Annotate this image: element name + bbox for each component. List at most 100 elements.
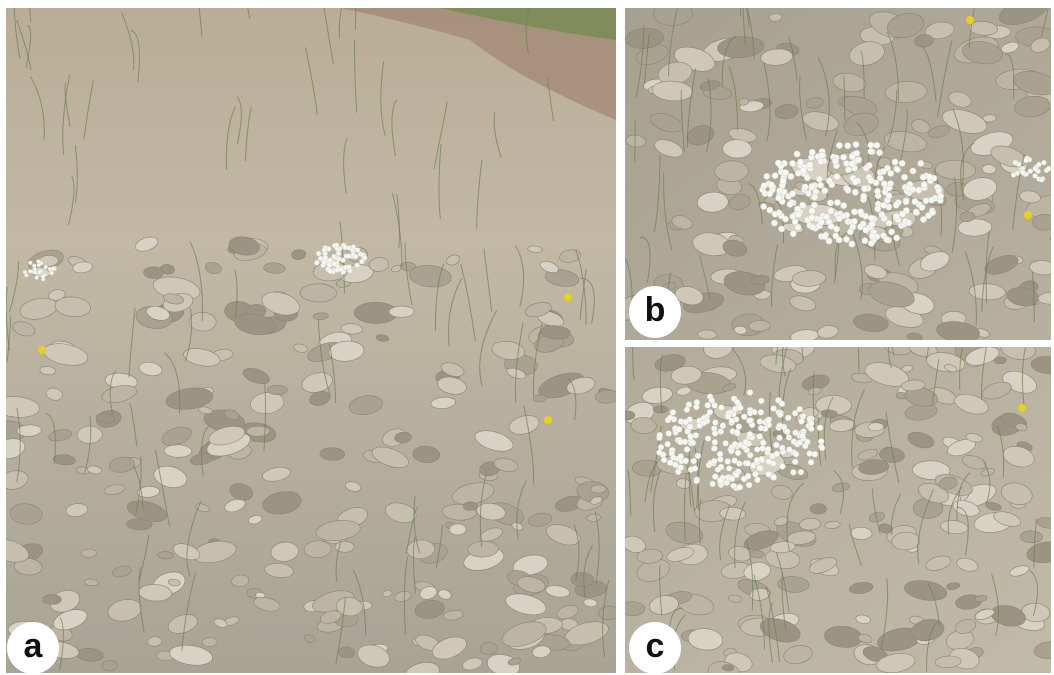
flower [37,263,41,267]
flower [808,459,814,465]
flower [887,180,893,186]
flower [868,240,874,246]
flower [812,451,818,457]
flower [888,229,894,235]
flower [916,187,922,193]
flower [694,478,700,484]
flower [863,227,869,233]
flower [937,193,943,199]
flower [771,220,777,226]
flower [845,187,851,193]
flower [737,484,743,490]
flower [675,469,681,475]
flower [817,425,823,431]
flower [35,276,39,280]
flower [809,215,815,221]
flower [819,152,825,158]
flower [355,263,360,268]
flower [729,476,735,482]
flower [797,440,803,446]
flower [666,430,672,436]
flower [754,477,760,483]
flower [657,450,663,456]
flower [657,432,663,438]
flower [712,420,718,426]
flower [678,453,684,459]
flower [776,210,782,216]
rock [722,139,752,158]
flower [918,160,924,166]
flower [893,202,899,208]
label-text: b [645,291,666,329]
flower [754,457,760,463]
flower [731,483,737,489]
flower [692,465,698,471]
flower [736,461,742,467]
flower [761,183,767,189]
flower [876,149,882,155]
flower [805,190,811,196]
flower [732,441,738,447]
flower [832,158,838,164]
panel-label-a: a [7,622,59,674]
flower [779,401,785,407]
flower [840,154,846,160]
flower [745,473,751,479]
flower [787,201,793,207]
flower [745,460,751,466]
flower [752,471,758,477]
flower [670,455,676,461]
rock [463,502,478,511]
flower [734,399,740,405]
flower [23,270,27,274]
flower [346,254,351,259]
flower [362,255,367,260]
flower [819,445,825,451]
flower [778,226,784,232]
flower [336,251,341,256]
flower [720,423,726,429]
rock [267,385,287,395]
flower [774,451,780,457]
flower [793,451,799,457]
flower [44,265,48,269]
flower [746,418,752,424]
flower [682,439,688,445]
flower [862,237,868,243]
flower [799,202,805,208]
flower [826,178,832,184]
flower [888,170,894,176]
flower [1013,160,1018,165]
flower [754,446,760,452]
flower [737,405,743,411]
flower [690,440,696,446]
flower [866,162,872,168]
flower [784,429,790,435]
label-text: a [24,627,44,665]
flower [920,174,926,180]
rock [620,602,645,616]
flower [853,141,859,147]
figure: a b c [0,0,1054,675]
rock [591,485,606,493]
flower [758,425,764,431]
flower [347,265,352,270]
flower [693,432,699,438]
flower [779,445,785,451]
flower [746,482,752,488]
flower [715,467,721,473]
flower [734,429,740,435]
panel-c [620,299,1054,675]
flower [51,266,55,270]
flower [701,420,707,426]
flower [321,260,326,265]
flower [768,182,774,188]
flower [1046,166,1051,171]
rock [1033,214,1054,230]
flower [684,407,690,413]
flower [861,185,867,191]
flower [893,213,899,219]
flower [899,160,905,166]
flower [804,175,810,181]
flower [808,420,814,426]
